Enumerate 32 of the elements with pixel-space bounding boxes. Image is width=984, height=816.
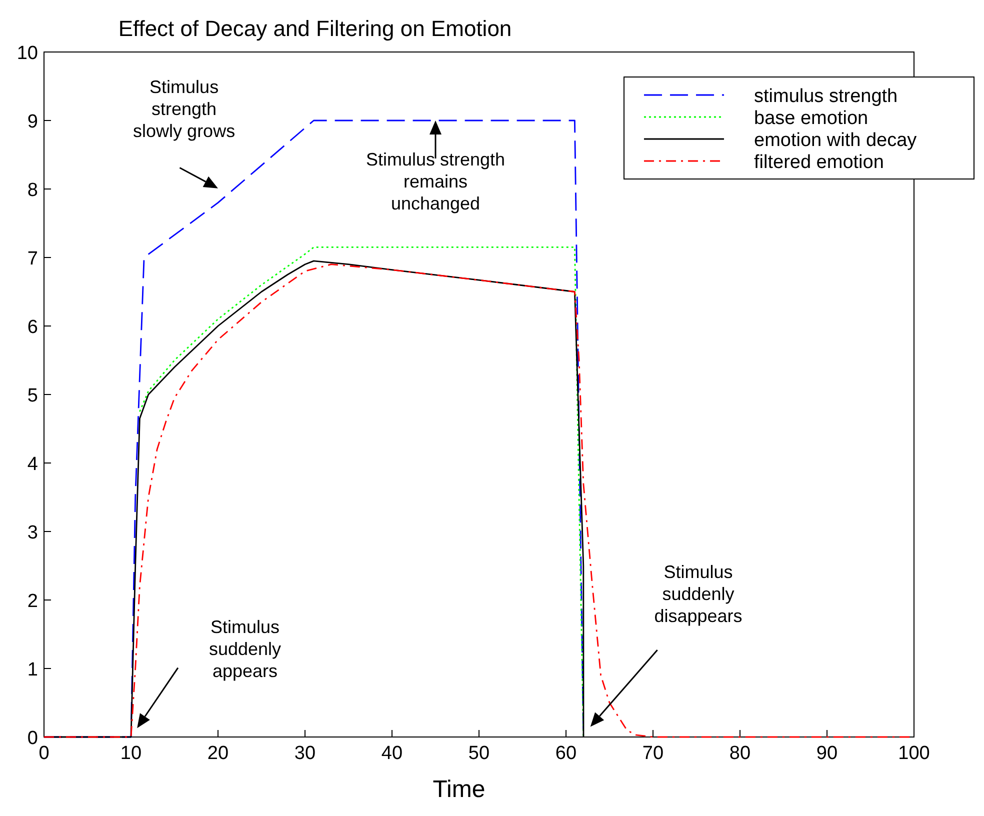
y-tick-label: 4 bbox=[27, 454, 38, 475]
y-tick-label: 2 bbox=[27, 591, 38, 612]
y-tick-label: 10 bbox=[16, 43, 38, 64]
x-axis-title: Time bbox=[432, 776, 486, 803]
x-tick-label: 50 bbox=[468, 743, 490, 764]
annotation: Stimulus strength slowly grows bbox=[133, 77, 236, 142]
y-tick-label: 1 bbox=[27, 660, 38, 680]
y-tick-label: 8 bbox=[27, 180, 38, 201]
x-tick-label: 60 bbox=[555, 743, 577, 764]
line-series bbox=[139, 246, 584, 738]
x-tick-label: 20 bbox=[207, 743, 229, 764]
legend-label: stimulus strength bbox=[754, 86, 898, 107]
y-tick-label: 7 bbox=[27, 248, 38, 270]
legend-label: base emotion bbox=[754, 108, 868, 129]
x-tick-label: 100 bbox=[898, 743, 930, 764]
x-tick-label: 10 bbox=[120, 743, 142, 764]
x-tick-label: 40 bbox=[381, 743, 403, 764]
y-tick-label: 6 bbox=[27, 317, 38, 338]
y-tick-label: 0 bbox=[27, 728, 38, 749]
x-tick-label: 30 bbox=[294, 743, 316, 764]
y-tick-label: 9 bbox=[27, 112, 38, 132]
chart-title: Effect of Decay and Filtering on Emotion bbox=[118, 16, 512, 41]
x-tick-label: 90 bbox=[816, 743, 838, 764]
x-tick-label: 80 bbox=[729, 743, 751, 764]
annotation: Stimulus suddenly disappears bbox=[654, 562, 742, 626]
legend-label: filtered emotion bbox=[754, 152, 884, 173]
x-tick-label: 70 bbox=[642, 743, 664, 764]
annotation: Stimulus strength remains unchanged bbox=[366, 150, 506, 214]
annotation: Stimulus suddenly appears bbox=[208, 616, 281, 681]
y-tick-label: 3 bbox=[27, 522, 38, 544]
legend-label: emotion with decay bbox=[754, 130, 918, 151]
y-tick-label: 5 bbox=[27, 386, 38, 406]
